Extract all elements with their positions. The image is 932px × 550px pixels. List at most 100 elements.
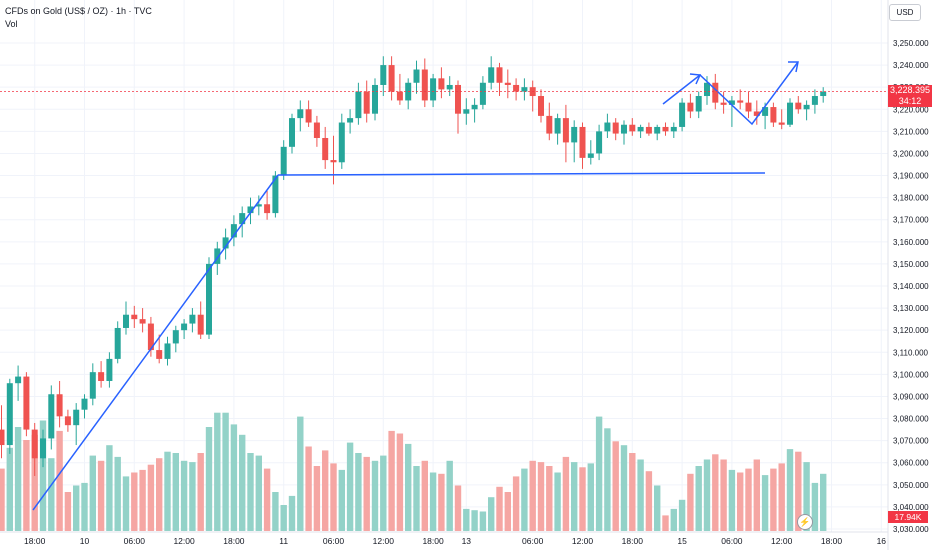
- candle-body: [654, 126, 661, 134]
- candle-body: [513, 84, 520, 92]
- candle-body: [322, 137, 329, 161]
- volume-bar: [579, 467, 586, 531]
- volume-bar: [521, 468, 528, 531]
- candle-body: [73, 409, 80, 426]
- candle-body: [637, 126, 644, 132]
- candle-body: [131, 314, 138, 320]
- y-tick-label: 3,090.000: [893, 392, 929, 401]
- y-tick-label: 3,160.000: [893, 238, 929, 247]
- currency-button[interactable]: USD: [889, 4, 921, 21]
- candle-body: [546, 115, 553, 134]
- trend-drawings[interactable]: [32, 61, 799, 511]
- candle-body: [587, 153, 594, 158]
- volume-bar: [571, 462, 578, 531]
- candle-body: [230, 224, 237, 238]
- candle-body: [762, 107, 769, 116]
- candle-body: [737, 100, 744, 103]
- candle-body: [695, 96, 702, 112]
- volume-bar: [164, 451, 171, 531]
- volume-bar: [753, 459, 760, 531]
- y-tick-label: 3,110.000: [893, 348, 929, 357]
- volume-bar: [114, 456, 121, 531]
- candle-body: [413, 69, 420, 83]
- y-tick-label: 3,200.000: [893, 149, 929, 158]
- x-tick-label: 18:00: [821, 536, 843, 546]
- volume-bar: [745, 468, 752, 531]
- y-tick-label: 3,070.000: [893, 437, 929, 446]
- volume-bar: [629, 453, 636, 531]
- volume-bar: [272, 492, 279, 531]
- candle-body: [114, 327, 121, 359]
- candle-body: [164, 343, 171, 359]
- candle-body: [687, 102, 694, 112]
- volume-bar: [537, 462, 545, 531]
- x-tick-label: 06:00: [124, 536, 146, 546]
- candle-body: [438, 78, 445, 90]
- zigzag-projection[interactable]: [662, 61, 799, 126]
- candle-body: [471, 104, 478, 110]
- candle-body: [239, 213, 246, 225]
- volume-bar: [695, 466, 702, 531]
- volume-label: Vol: [5, 19, 18, 29]
- candle-body: [31, 429, 38, 459]
- candle-body: [596, 131, 603, 154]
- candle-body: [720, 102, 727, 105]
- candle-body: [222, 237, 229, 249]
- symbol-title[interactable]: CFDs on Gold (US$ / OZ) · 1h · TVC: [5, 6, 152, 16]
- volume-bar: [786, 449, 794, 531]
- volume-bar: [595, 416, 603, 531]
- x-tick-label: 12:00: [771, 536, 793, 546]
- volume-bar: [712, 454, 719, 531]
- volume-bar: [48, 458, 55, 531]
- x-tick-label: 16: [877, 536, 887, 546]
- support-line[interactable]: [277, 172, 766, 176]
- candle-body: [455, 84, 461, 114]
- x-tick-label: 18:00: [422, 536, 444, 546]
- volume-bar: [761, 475, 769, 531]
- volume-bar: [363, 456, 370, 531]
- volume-bar: [189, 462, 196, 531]
- candle-body: [612, 122, 619, 134]
- candle-body: [554, 118, 561, 134]
- y-tick-label: 3,040.000: [893, 503, 929, 512]
- candle-body: [645, 126, 652, 134]
- volume-bar: [446, 460, 453, 531]
- price-axis[interactable]: 3,030.000 3,040.000 3,050.000 3,060.000 3,07…: [893, 39, 929, 534]
- x-tick-label: 06:00: [721, 536, 743, 546]
- volume-bar: [56, 430, 63, 531]
- candle-body: [305, 109, 312, 123]
- candle-body: [479, 82, 486, 105]
- volume-bar: [687, 473, 694, 531]
- volume-bar: [197, 453, 204, 531]
- lightning-icon[interactable]: ⚡: [797, 514, 813, 530]
- candle-body: [139, 319, 146, 324]
- candle-body: [704, 82, 710, 97]
- candle-body: [23, 376, 30, 430]
- x-tick-label: 18:00: [223, 536, 245, 546]
- candle-body: [579, 126, 586, 158]
- candle-body: [313, 122, 320, 138]
- volume-bar: [421, 460, 428, 531]
- volume-bar: [371, 460, 379, 531]
- candle-body: [197, 314, 204, 335]
- volume-bar: [214, 412, 221, 531]
- candle-body: [48, 394, 55, 439]
- candle-body: [728, 100, 735, 105]
- candle-body: [330, 160, 337, 163]
- candle-body: [363, 91, 370, 114]
- volume-bar: [322, 450, 329, 531]
- volume-bar: [64, 492, 72, 531]
- volume-bar: [172, 453, 179, 531]
- volume-bar: [512, 476, 520, 531]
- candle-body: [89, 372, 96, 399]
- candle-body: [156, 350, 163, 359]
- y-tick-label: 3,120.000: [893, 326, 929, 335]
- candle-body: [488, 67, 495, 83]
- candle-body: [670, 126, 677, 132]
- x-tick-label: 12:00: [173, 536, 195, 546]
- volume-bar: [463, 508, 470, 531]
- time-axis[interactable]: 18:00 10 06:00 12:00 18:00 11 06:00 12:00 18:00 1…: [24, 536, 886, 546]
- trend-line-rise[interactable]: [32, 174, 279, 511]
- volume-bar: [396, 433, 404, 531]
